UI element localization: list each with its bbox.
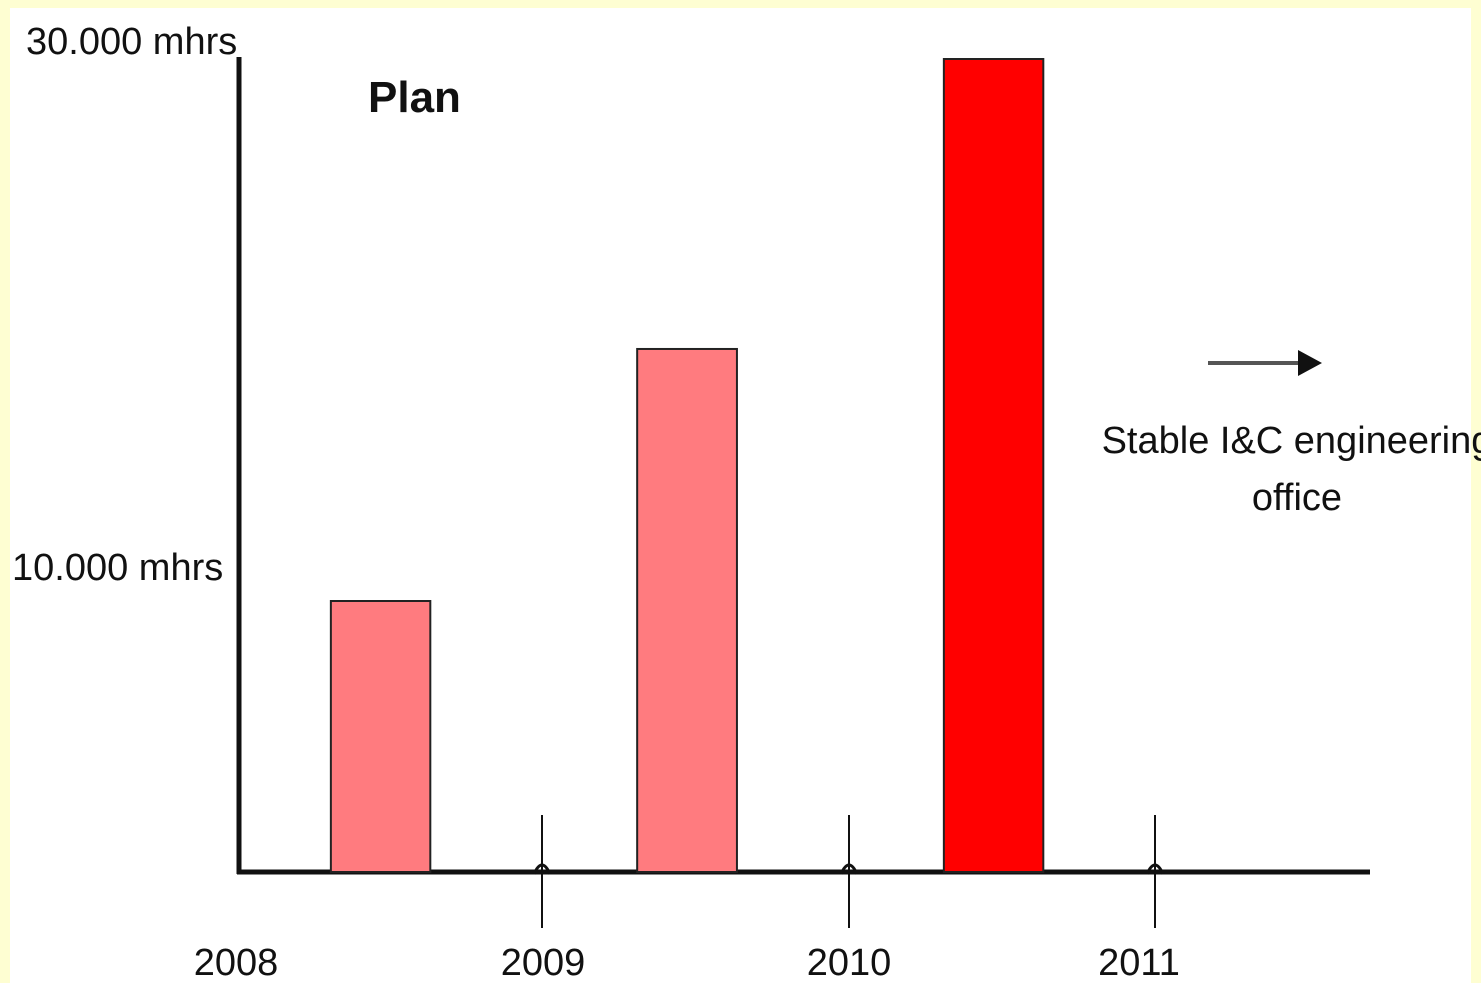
x-tick-label-2010: 2010 [807, 942, 892, 983]
x-ticks-group [532, 815, 1165, 928]
x-tick-label-2008: 2008 [194, 942, 279, 983]
annotation-line-1: Stable I&C engineering [1102, 420, 1481, 462]
x-tick-crossing-2009 [532, 863, 552, 875]
chart-frame [10, 8, 1471, 983]
chart-title: Plan [368, 73, 461, 122]
y-tick-label-10000: 10.000 mhrs [12, 547, 223, 589]
bar-2010-2011 [942, 58, 1045, 873]
x-tick-crossing-2010 [839, 863, 859, 875]
y-tick-label-30000: 30.000 mhrs [26, 21, 237, 63]
bar-2009-2010 [636, 347, 738, 874]
annotation-line-2: office [1252, 477, 1342, 519]
x-tick-label-2011: 2011 [1098, 942, 1180, 983]
x-tick-crossing-2011 [1145, 863, 1165, 875]
bar-2008-2009 [329, 600, 432, 873]
arrow-right-icon [1298, 350, 1322, 376]
bars-group [329, 58, 1045, 874]
x-tick-label-2009: 2009 [501, 942, 586, 983]
